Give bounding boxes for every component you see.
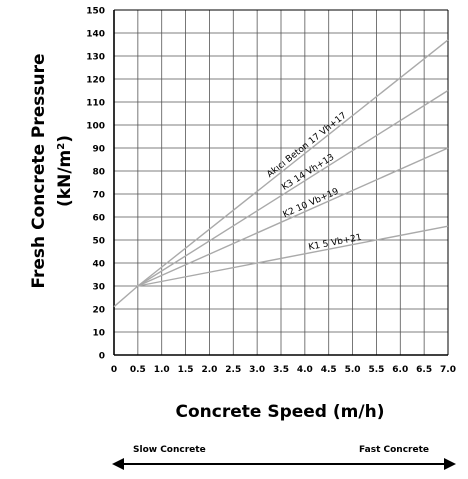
- slow-concrete-label: Slow Concrete: [133, 445, 206, 455]
- left-arrowhead-icon: [112, 458, 124, 470]
- x-tick-label: 1.0: [154, 365, 170, 375]
- y-tick-label: 130: [86, 53, 105, 63]
- x-tick-label: 5.0: [345, 365, 361, 375]
- y-axis-unit-exponent: 2: [56, 143, 67, 150]
- chart-ticks: 0 0.5 1.0 1.5 2.0 2.5 3.0 3.5 4.0 4.5 5.0 5.5 6.0 6.5…: [86, 7, 456, 376]
- y-axis-title-line2: (kN/m2): [55, 135, 75, 207]
- y-tick-label: 140: [86, 30, 105, 40]
- series-line: [137, 89, 449, 287]
- y-tick-label: 120: [86, 76, 105, 86]
- x-tick-label: 1.5: [178, 365, 194, 375]
- y-tick-label: 150: [86, 7, 105, 17]
- y-tick-label: 0: [99, 352, 105, 362]
- series-label: K2 10 Vb+19: [282, 187, 341, 221]
- x-tick-label: 6.5: [416, 365, 432, 375]
- x-tick-label: 3.0: [249, 365, 265, 375]
- x-tick-label: 4.5: [321, 365, 337, 375]
- series-label: K1 5 Vb+21: [308, 233, 363, 253]
- y-tick-label: 110: [86, 99, 105, 109]
- x-axis-title: Concrete Speed (m/h): [176, 402, 385, 422]
- right-arrowhead-icon: [444, 458, 456, 470]
- x-tick-label: 0.5: [130, 365, 146, 375]
- y-tick-label: 60: [92, 214, 105, 224]
- x-tick-label: 0: [111, 365, 117, 375]
- y-tick-label: 100: [86, 122, 105, 132]
- x-tick-label: 7.0: [440, 365, 456, 375]
- y-tick-label: 90: [92, 145, 105, 155]
- y-tick-label: 70: [92, 191, 105, 201]
- x-tick-label: 2.5: [225, 365, 241, 375]
- y-tick-label: 20: [92, 306, 105, 316]
- series-line: [137, 39, 449, 287]
- initial-pressure-segment: [113, 285, 139, 308]
- y-tick-label: 30: [92, 283, 105, 293]
- y-tick-label: 40: [92, 260, 105, 270]
- y-axis-unit: (kN/m: [55, 150, 75, 207]
- x-tick-label: 5.5: [368, 365, 384, 375]
- y-tick-label: 80: [92, 168, 105, 178]
- x-tick-label: 6.0: [392, 365, 408, 375]
- y-tick-label: 50: [92, 237, 105, 247]
- x-tick-label: 2.0: [201, 365, 217, 375]
- y-axis-unit-close: ): [55, 135, 75, 143]
- y-axis-title-line1: Fresh Concrete Pressure: [29, 53, 49, 288]
- chart-grid: [113, 9, 449, 356]
- series-line: [137, 147, 449, 287]
- y-tick-label: 10: [92, 329, 105, 339]
- series-line: [137, 225, 449, 287]
- x-tick-label: 4.0: [297, 365, 313, 375]
- x-tick-label: 3.5: [273, 365, 289, 375]
- fast-concrete-label: Fast Concrete: [359, 445, 429, 455]
